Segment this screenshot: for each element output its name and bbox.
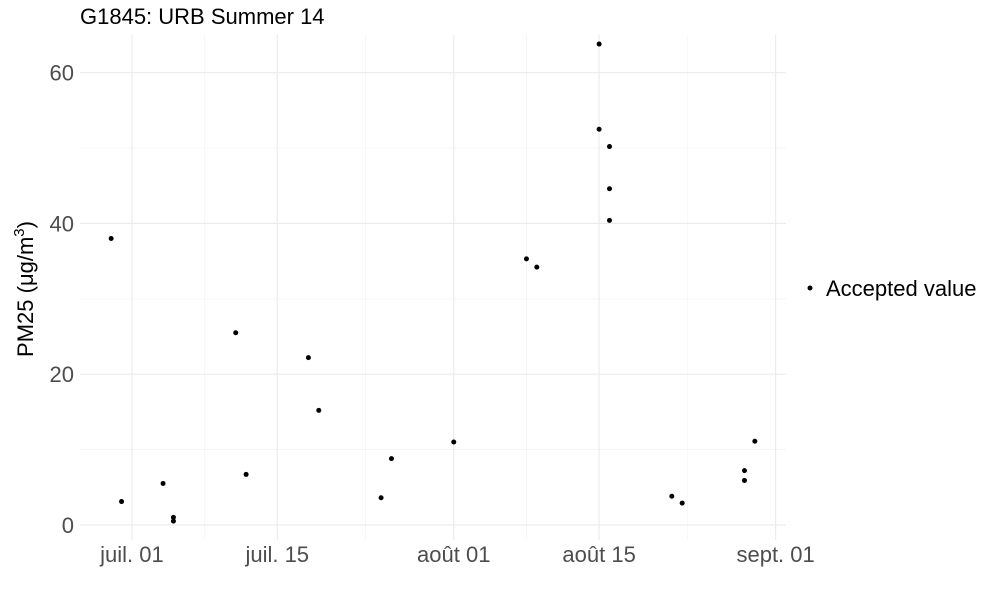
data-point bbox=[741, 468, 747, 474]
data-point bbox=[305, 355, 311, 361]
data-point bbox=[316, 407, 322, 413]
x-tick-label: juil. 01 bbox=[99, 542, 164, 567]
y-axis-title-main: PM25 (μg/m bbox=[13, 237, 38, 357]
points-layer bbox=[108, 41, 758, 524]
data-point bbox=[669, 493, 675, 499]
data-point bbox=[378, 495, 384, 501]
data-point bbox=[607, 144, 612, 150]
x-axis-ticks: juil. 01 juil. 15 août 01 août 15 sept. 01 bbox=[99, 542, 815, 567]
y-axis-ticks: 0 20 40 60 bbox=[50, 61, 74, 538]
data-point bbox=[451, 439, 457, 445]
data-point bbox=[607, 217, 612, 223]
data-point bbox=[170, 514, 176, 520]
legend: Accepted value bbox=[807, 276, 976, 301]
data-point bbox=[741, 477, 747, 483]
legend-label-accepted-value: Accepted value bbox=[826, 276, 976, 301]
data-point bbox=[108, 236, 114, 242]
data-point bbox=[233, 330, 239, 336]
data-point bbox=[388, 456, 394, 462]
data-point bbox=[119, 499, 125, 505]
data-point bbox=[596, 126, 602, 132]
x-tick-label: août 01 bbox=[417, 542, 490, 567]
x-tick-label: sept. 01 bbox=[736, 542, 814, 567]
chart-title: G1845: URB Summer 14 bbox=[80, 4, 325, 29]
data-point bbox=[523, 256, 529, 262]
data-point bbox=[170, 518, 176, 524]
y-tick-label: 0 bbox=[62, 513, 74, 538]
data-point bbox=[160, 480, 166, 486]
data-point bbox=[679, 500, 685, 506]
data-point bbox=[534, 264, 540, 270]
y-tick-label: 60 bbox=[50, 61, 74, 86]
x-tick-label: août 15 bbox=[562, 542, 635, 567]
data-point bbox=[607, 186, 612, 192]
y-axis-title-superscript: 3 bbox=[11, 228, 28, 236]
data-point bbox=[243, 471, 249, 477]
y-tick-label: 40 bbox=[50, 211, 74, 236]
y-axis-title-close: ) bbox=[13, 221, 38, 228]
data-point bbox=[752, 438, 758, 444]
legend-key-accepted-value bbox=[807, 285, 813, 291]
x-tick-label: juil. 15 bbox=[244, 542, 309, 567]
y-tick-label: 20 bbox=[50, 362, 74, 387]
grid-layer bbox=[80, 35, 786, 540]
data-point bbox=[596, 41, 602, 47]
y-axis-title: PM25 (μg/m3) bbox=[11, 221, 38, 357]
